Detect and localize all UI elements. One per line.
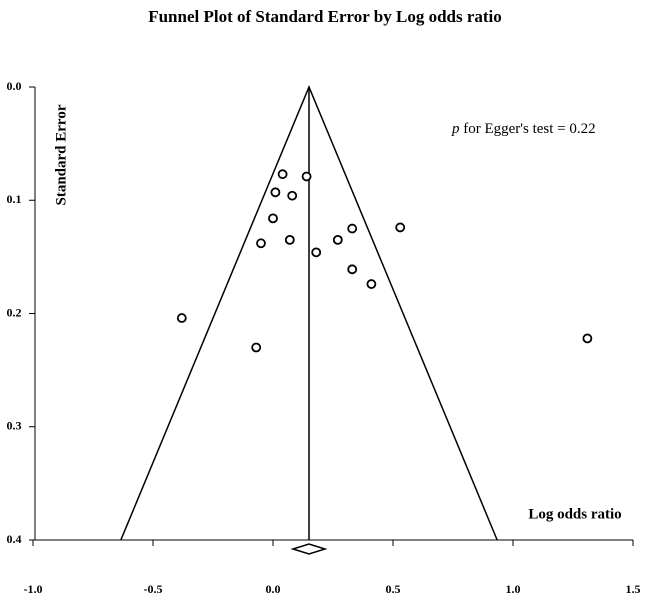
x-axis-label: Log odds ratio: [528, 506, 621, 522]
study-point: [366, 279, 377, 289]
y-tick-label: 0.1: [7, 192, 22, 206]
study-point: [301, 171, 312, 182]
study-point: [251, 342, 262, 353]
x-tick-label: 1.5: [626, 582, 641, 596]
y-axis-label: Standard Error: [53, 104, 69, 205]
study-point: [287, 190, 298, 201]
y-tick-label: 0.3: [7, 419, 22, 433]
study-point: [582, 333, 593, 344]
study-point: [176, 313, 187, 323]
annotation-text: for Egger's test = 0.22: [460, 121, 596, 137]
study-point: [395, 222, 406, 233]
study-point: [311, 247, 322, 258]
y-tick-label: 0.0: [7, 79, 22, 93]
y-tick-label: 0.4: [7, 532, 22, 546]
study-point: [347, 223, 358, 234]
study-point: [268, 213, 278, 224]
study-point: [284, 234, 295, 245]
x-tick-label: -0.5: [144, 582, 163, 596]
study-point: [256, 238, 266, 249]
chart-title: Funnel Plot of Standard Error by Log odd…: [148, 7, 502, 26]
study-point: [270, 187, 281, 198]
study-point: [277, 169, 288, 180]
x-tick-label: 0.5: [386, 582, 401, 596]
x-tick-label: 0.0: [266, 582, 281, 596]
x-tick-label: 1.0: [506, 582, 521, 596]
annotation-italic: p: [451, 121, 460, 137]
annotation: p for Egger's test = 0.22: [451, 121, 596, 137]
summary-diamond: [290, 543, 328, 555]
study-point: [347, 264, 358, 275]
study-point: [332, 234, 343, 245]
x-tick-label: -1.0: [24, 582, 43, 596]
y-tick-label: 0.2: [7, 305, 22, 319]
